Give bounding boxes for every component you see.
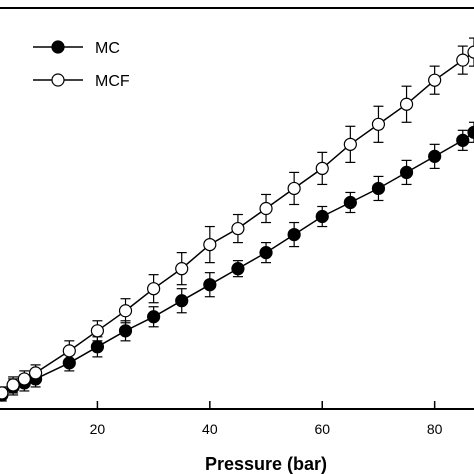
legend-marker-mc [51,40,65,54]
data-point-mcf [17,372,31,386]
x-tick-label-40: 40 [202,421,218,437]
x-tick-label-80: 80 [427,421,443,437]
data-point-mcf [315,161,329,175]
data-point-mc [315,209,329,224]
error-bar-mc [469,121,474,143]
data-point-mcf [62,344,76,358]
data-point-mc [343,195,357,210]
x-axis-ticks: 20 40 60 80 [90,401,443,437]
data-point-mcf [428,73,442,87]
data-point-mcf [231,221,245,236]
data-point-mc [203,278,217,292]
data-point-mcf [259,201,273,216]
series-mcf [0,37,474,400]
x-tick-label-20: 20 [90,421,106,437]
data-point-mc [428,149,442,163]
data-point-mc [259,246,273,260]
data-point-mc [175,294,189,308]
data-point-mc [467,125,474,139]
legend-item-mc: MC [33,40,120,57]
data-point-mcf [175,262,189,276]
legend-item-mcf: MCF [33,73,130,90]
data-point-mc [118,324,133,338]
data-point-mcf [343,137,357,151]
data-point-mcf [0,386,9,400]
data-point-mc [231,262,245,276]
error-bar-mcf [469,37,474,67]
data-point-mcf [371,117,386,131]
plot-frame [0,7,474,410]
data-point-mcf [6,378,20,392]
legend-label-mc: MC [95,40,120,57]
legend-label-mcf: MCF [95,73,130,90]
data-point-mc [287,227,301,242]
data-point-mcf [456,53,470,67]
data-point-mc [371,181,386,196]
data-point-mcf [287,181,301,196]
data-point-mc [147,310,161,324]
data-point-mcf [118,304,133,318]
data-point-mc [456,133,470,147]
legend: MC MCF [33,40,130,90]
data-point-mcf [203,237,217,252]
data-point-mcf [147,282,161,296]
data-point-mcf [28,366,43,380]
x-tick-label-60: 60 [314,421,330,437]
data-point-mc [399,165,414,180]
x-axis-title: Pressure (bar) [205,454,327,474]
series-mc [0,121,474,402]
data-point-mcf [90,324,105,338]
series-layer [0,37,474,402]
data-point-mc [90,340,105,354]
data-point-mcf [467,45,474,59]
data-point-mcf [399,97,414,111]
legend-marker-mcf [51,73,65,87]
